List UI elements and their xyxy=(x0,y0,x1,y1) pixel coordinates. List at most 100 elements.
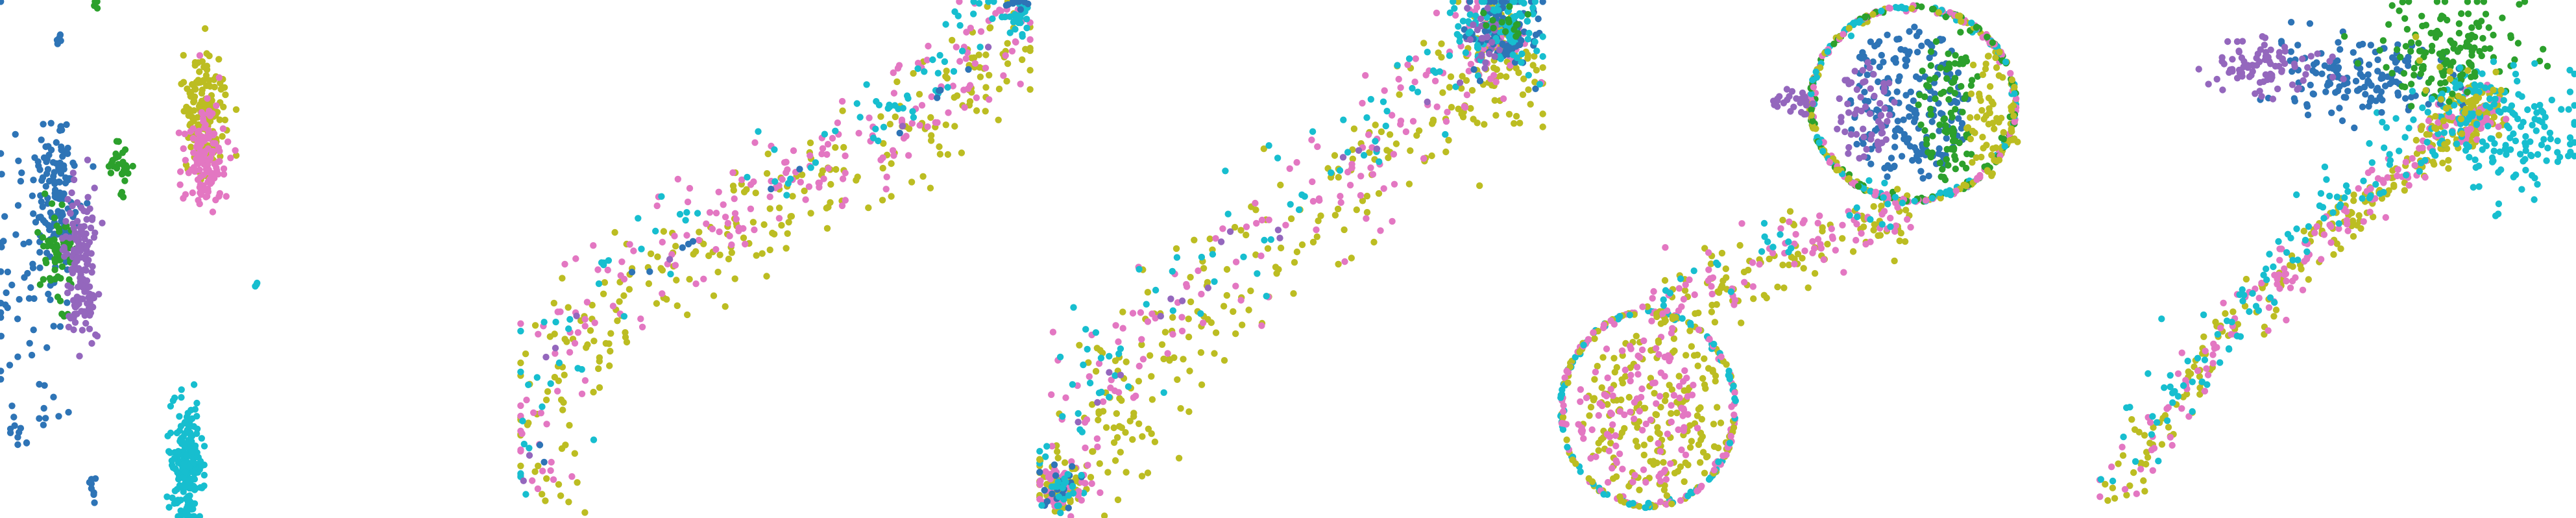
scatter-point xyxy=(1694,351,1701,358)
scatter-point xyxy=(223,193,230,200)
scatter-point xyxy=(807,152,814,159)
scatter-point xyxy=(914,65,921,73)
scatter-point xyxy=(1084,345,1091,353)
scatter-point xyxy=(1989,101,1997,108)
scatter-point xyxy=(1661,466,1669,474)
scatter-point xyxy=(1688,438,1695,445)
scatter-point xyxy=(1092,329,1100,336)
scatter-point xyxy=(1243,231,1250,239)
scatter-point xyxy=(4,268,12,276)
scatter-point xyxy=(184,410,191,417)
scatter-point xyxy=(1113,410,1121,417)
scatter-point xyxy=(1969,127,1976,135)
scatter-point xyxy=(2409,154,2416,162)
scatter-point xyxy=(1668,500,1675,508)
scatter-point xyxy=(1378,128,1385,136)
scatter-point xyxy=(522,350,529,358)
scatter-point xyxy=(1819,224,1826,231)
scatter-point xyxy=(2419,144,2426,151)
scatter-point xyxy=(2249,290,2256,297)
scatter-point xyxy=(2471,69,2478,76)
scatter-point xyxy=(1955,115,1962,122)
scatter-point xyxy=(1708,308,1716,315)
scatter-point xyxy=(1926,76,1933,83)
scatter-point xyxy=(1365,131,1372,138)
scatter-point xyxy=(1633,332,1640,339)
scatter-point xyxy=(2422,156,2429,164)
scatter-point xyxy=(193,399,200,407)
scatter-point xyxy=(2237,333,2244,340)
scatter-point xyxy=(200,471,208,479)
scatter-point xyxy=(1957,29,1964,36)
scatter-point xyxy=(1808,112,1815,119)
scatter-point xyxy=(1407,147,1414,154)
scatter-point xyxy=(2149,467,2156,474)
scatter-point xyxy=(710,292,718,299)
scatter-point xyxy=(2337,201,2344,208)
scatter-point xyxy=(2486,45,2494,53)
scatter-point xyxy=(1350,125,1358,132)
scatter-point xyxy=(1531,0,1539,5)
scatter-point xyxy=(908,119,916,127)
scatter-point xyxy=(614,317,621,325)
scatter-point xyxy=(3,289,10,297)
scatter-point xyxy=(1060,496,1067,503)
scatter-point xyxy=(1117,449,1124,456)
scatter-point xyxy=(2398,82,2406,90)
scatter-point xyxy=(39,234,47,241)
scatter-point xyxy=(2304,111,2312,119)
scatter-point xyxy=(2146,419,2154,426)
scatter-point xyxy=(958,149,966,156)
scatter-point xyxy=(1590,397,1598,404)
scatter-point xyxy=(1232,330,1239,338)
scatter-point xyxy=(58,235,66,242)
scatter-point xyxy=(1927,62,1934,69)
scatter-point xyxy=(71,319,79,326)
scatter-point xyxy=(1463,92,1471,99)
scatter-point xyxy=(1428,152,1435,160)
scatter-point xyxy=(1660,459,1667,466)
scatter-point xyxy=(1960,181,1967,189)
scatter-point xyxy=(1605,447,1613,454)
scatter-point xyxy=(1657,470,1664,478)
scatter-point xyxy=(2367,185,2374,192)
scatter-point xyxy=(2209,360,2217,367)
scatter-point xyxy=(2161,412,2169,419)
scatter-point xyxy=(1705,266,1712,273)
scatter-point xyxy=(2312,69,2319,77)
scatter-point xyxy=(1864,71,1871,79)
scatter-point xyxy=(2171,388,2178,395)
scatter-point xyxy=(16,296,23,303)
scatter-point xyxy=(2381,82,2389,90)
scatter-point xyxy=(90,304,97,311)
scatter-point xyxy=(857,114,864,121)
scatter-point xyxy=(42,182,50,190)
scatter-point xyxy=(2115,460,2122,467)
scatter-point xyxy=(1363,208,1371,216)
scatter-point xyxy=(1075,410,1082,417)
scatter-point xyxy=(2337,46,2344,53)
scatter-point xyxy=(10,413,18,421)
scatter-point xyxy=(2335,225,2342,232)
scatter-point xyxy=(839,175,847,182)
scatter-point xyxy=(182,191,189,198)
scatter-point xyxy=(1684,462,1692,469)
scatter-point xyxy=(1106,369,1113,376)
scatter-point xyxy=(1853,236,1860,244)
scatter-point xyxy=(1108,376,1115,384)
scatter-point xyxy=(1456,38,1463,45)
scatter-point xyxy=(217,86,225,93)
scatter-point xyxy=(1412,55,1419,62)
scatter-point xyxy=(171,394,178,402)
scatter-point xyxy=(1941,176,1949,184)
scatter-point xyxy=(1219,225,1226,232)
scatter-point xyxy=(51,245,59,253)
scatter-point xyxy=(869,134,877,142)
scatter-point xyxy=(1943,75,1950,82)
scatter-point xyxy=(2422,21,2430,29)
scatter-point xyxy=(1230,308,1237,315)
scatter-point xyxy=(2416,167,2423,175)
scatter-point xyxy=(832,144,839,151)
scatter-point xyxy=(2145,370,2152,377)
